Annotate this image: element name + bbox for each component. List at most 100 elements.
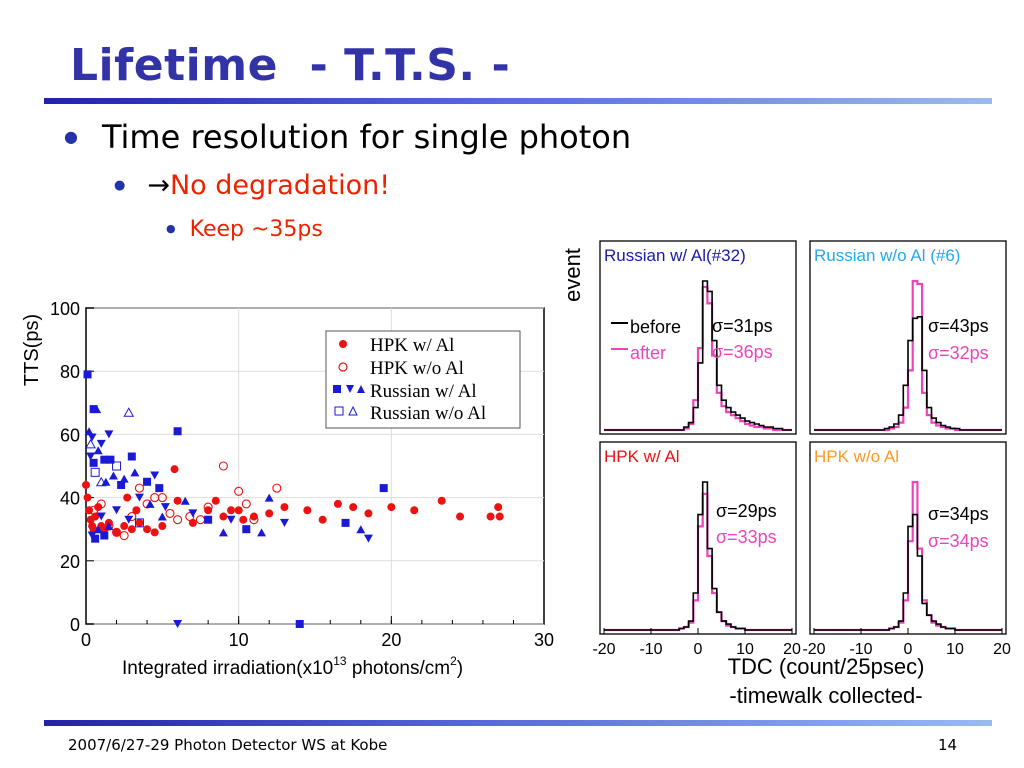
sigma-after-label: σ=33ps [716, 527, 777, 547]
sigma-before-label: σ=43ps [928, 316, 989, 336]
scatter-point-hpk-w-o-al [218, 461, 228, 471]
scatter-point-hpk-w-al [387, 503, 396, 512]
scatter-point-russian-w-al [379, 484, 388, 493]
scatter-point-russian-w-al [150, 471, 160, 480]
hist-panel-1: Russian w/ Al(#32) σ=31ps σ=36ps [599, 240, 797, 435]
hist-ylabel: event [560, 248, 585, 302]
scatter-point-hpk-w-o-al [96, 499, 106, 509]
scatter-point-russian-w-al [134, 493, 144, 502]
scatter-point-hpk-w-al [239, 515, 248, 524]
sigma-after-label: σ=36ps [712, 342, 773, 362]
bullet-text-time-resolution: Time resolution for single photon [101, 118, 632, 156]
bullet-level2: ● →No degradation! [114, 170, 390, 201]
scatter-point-hpk-w-al [249, 512, 258, 521]
bullet-dot-icon: ● [64, 127, 78, 146]
scatter-point-hpk-w-al [123, 493, 132, 502]
hist-xtick-label: -10 [849, 641, 872, 658]
hist-panel-3: HPK w/ Al σ=29ps σ=33ps -20 -10 0 10 20 [592, 441, 801, 658]
scatter-point-hpk-w-al [219, 512, 228, 521]
hist-xtick-label: -10 [639, 641, 662, 658]
scatter-point-russian-w-o-al [134, 518, 144, 528]
scatter-point-hpk-w-al [437, 496, 446, 505]
scatter-point-hpk-w-o-al [272, 483, 282, 493]
scatter-point-hpk-w-al [170, 465, 179, 474]
scatter-point-russian-w-al [145, 499, 155, 508]
scatter-point-russian-w-al [84, 427, 94, 436]
scatter-point-hpk-w-al [173, 496, 182, 505]
hist-xtick-label: 0 [694, 641, 703, 658]
scatter-point-hpk-w-al [112, 528, 121, 537]
scatter-point-hpk-w-al [456, 512, 465, 521]
scatter-point-russian-w-al [100, 455, 109, 464]
page-title: Lifetime - T.T.S. - [70, 40, 511, 91]
scatter-point-hpk-w-al [143, 525, 152, 534]
scatter-point-hpk-w-al [85, 506, 94, 515]
hist-xtick-label: -20 [592, 641, 615, 658]
scatter-point-hpk-w-al [333, 499, 342, 508]
footer-event: 2007/6/27-29 Photon Detector WS at Kobe [68, 736, 388, 754]
legend-marker-russian-al-triangle2 [357, 385, 365, 393]
hist-xlabel-note: -timewalk collected- [729, 683, 922, 708]
scatter-point-hpk-w-al [158, 522, 167, 531]
scatter-point-russian-w-al [93, 446, 103, 455]
hist-panel-label: Russian w/ Al(#32) [604, 246, 746, 265]
scatter-point-russian-w-al [91, 534, 100, 543]
scatter-point-russian-w-al [204, 515, 213, 524]
scatter-point-hpk-w-o-al [165, 508, 175, 518]
scatter-point-russian-w-al [101, 477, 111, 486]
scatter-point-hpk-w-al [495, 512, 504, 521]
scatter-point-russian-w-o-al [123, 407, 135, 417]
hist-series-before [604, 481, 792, 631]
scatter-point-russian-w-o-al [112, 461, 122, 471]
scatter-point-hpk-w-o-al [134, 483, 144, 493]
sigma-before-label: σ=29ps [716, 501, 777, 521]
hist-series-before [814, 316, 1002, 431]
scatter-point-russian-w-al [226, 515, 236, 524]
scatter-point-russian-w-al [100, 531, 109, 540]
hist-xtick-label: 10 [946, 641, 964, 658]
hist-xtick-label: 20 [993, 641, 1011, 658]
scatter-point-hpk-w-o-al [249, 515, 259, 525]
scatter-point-russian-w-al [264, 493, 274, 502]
sigma-before-label: σ=31ps [712, 316, 773, 336]
sigma-after-label: σ=34ps [928, 531, 989, 551]
hist-panel-label: Russian w/o Al (#6) [814, 246, 960, 265]
hist-panel-2: Russian w/o Al (#6) σ=43ps σ=32ps [809, 240, 1007, 435]
scatter-point-hpk-w-al [120, 522, 129, 531]
scatter-point-russian-w-al [295, 620, 304, 628]
scatter-point-hpk-w-al [234, 506, 243, 515]
bullet-text-keep: Keep ~35ps [189, 217, 323, 242]
scatter-point-hpk-w-al [410, 506, 419, 515]
scatter-point-russian-w-al [104, 430, 114, 439]
scatter-point-hpk-w-al [486, 512, 495, 521]
bullet-dot-icon: ● [166, 222, 176, 235]
scatter-point-hpk-w-al [82, 480, 90, 489]
scatter-point-hpk-w-al [132, 506, 141, 515]
hist-series-before [814, 513, 1002, 631]
legend-label-hpk-al: HPK w/ Al [370, 335, 454, 356]
scatter-point-hpk-w-o-al [241, 499, 251, 509]
scatter-ytick-label: 60 [60, 425, 80, 445]
scatter-xtick-label: 30 [534, 630, 554, 650]
scatter-point-russian-w-al [127, 452, 136, 461]
scatter-point-russian-w-al [218, 528, 228, 537]
legend-label-russian-al: Russian w/ Al [370, 381, 477, 402]
scatter-point-russian-w-al [356, 525, 366, 534]
hist-xtick-label: 20 [783, 641, 801, 658]
scatter-point-russian-w-al [143, 477, 152, 486]
scatter-point-hpk-w-o-al [234, 486, 244, 496]
scatter-ytick-label: 0 [70, 615, 80, 635]
scatter-point-russian-w-al [130, 468, 140, 477]
scatter-ylabel: TTS(ps) [21, 314, 43, 386]
scatter-point-hpk-w-al [494, 503, 503, 512]
hist-panel-label: HPK w/ Al [604, 447, 680, 466]
scatter-point-russian-w-al [341, 518, 350, 527]
legend-label-hpk-noal: HPK w/o Al [370, 358, 464, 379]
scatter-point-hpk-w-al [349, 503, 358, 512]
legend-label-russian-noal: Russian w/o Al [370, 403, 486, 424]
slide-number: 14 [938, 736, 958, 754]
scatter-point-russian-w-al [257, 528, 267, 537]
scatter-point-russian-w-al [173, 620, 183, 628]
legend-marker-russian-al-triangle [346, 385, 354, 393]
scatter-point-hpk-w-al [83, 493, 92, 502]
